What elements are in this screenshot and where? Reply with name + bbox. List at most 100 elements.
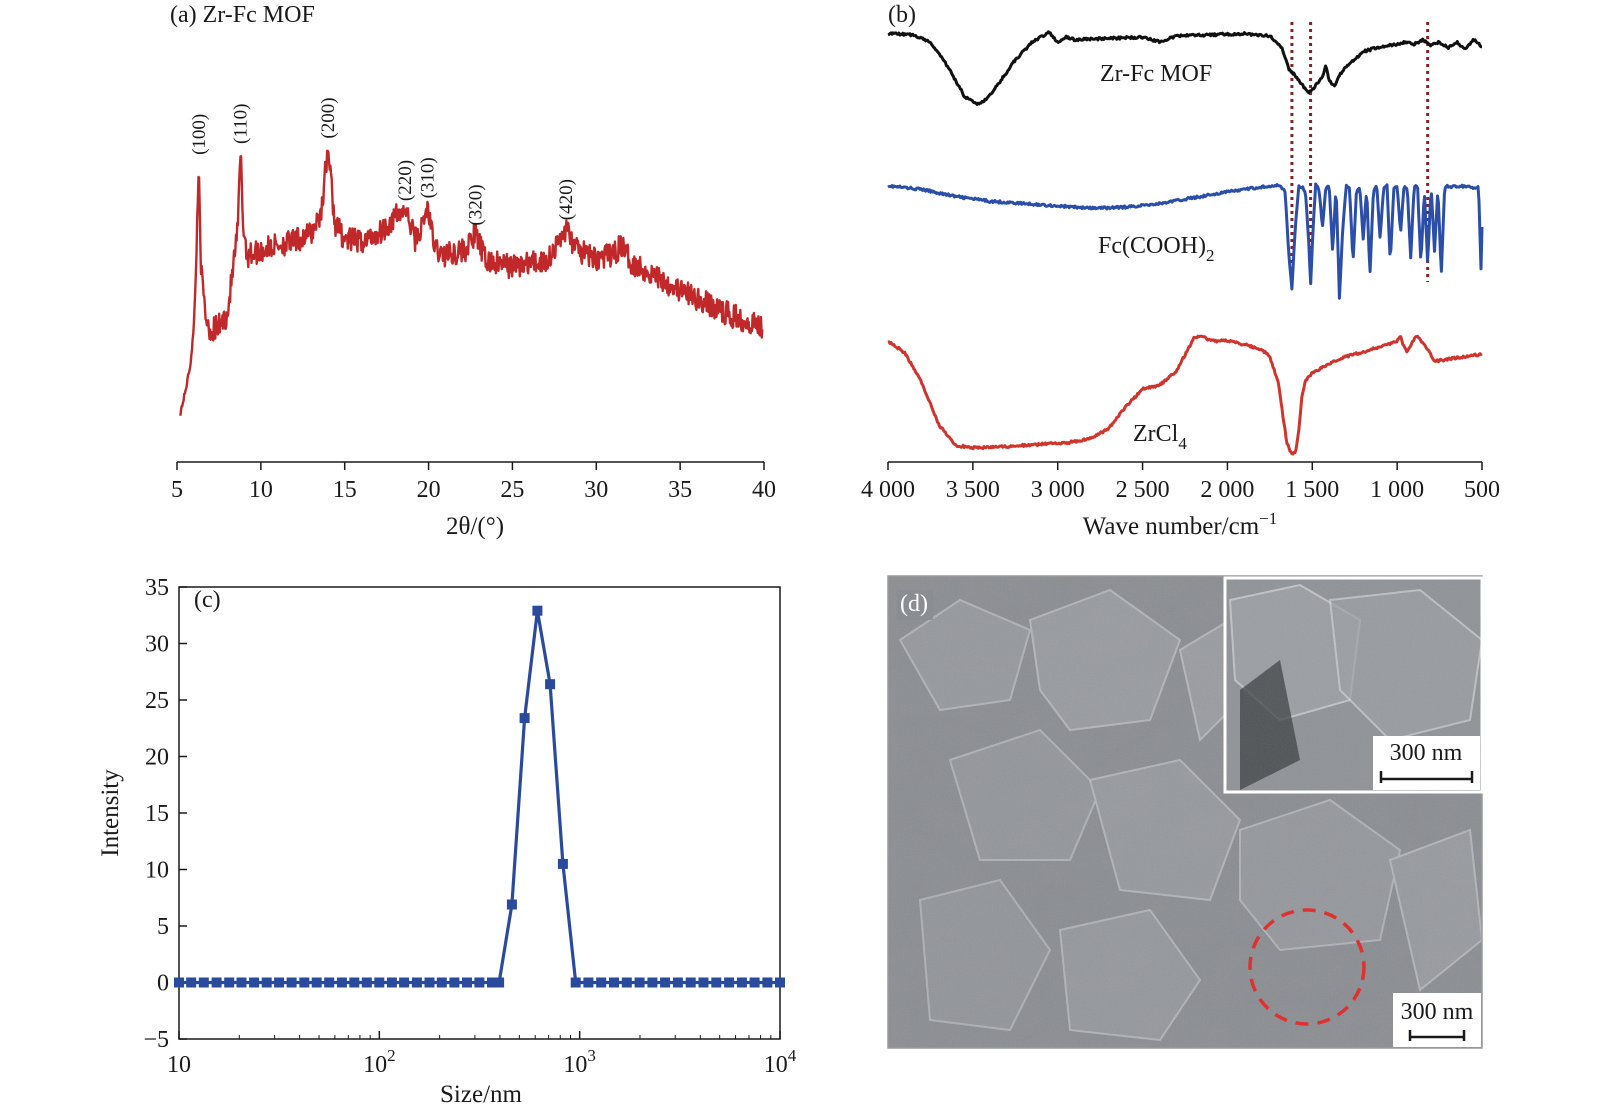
xrd-x-tick-label: 35	[668, 477, 692, 503]
xrd-x-tick-label: 25	[500, 477, 524, 503]
dls-point	[762, 977, 773, 988]
dls-point	[596, 977, 607, 988]
sem-image: 300 nm 300 nm (d)	[887, 575, 1484, 1049]
ir-x-axis-label: Wave number/cm−1	[1083, 509, 1278, 540]
dls-point	[570, 977, 581, 988]
dls-point	[411, 977, 422, 988]
xrd-peak-labels: (100) (110) (200) (220) (310) (320) (420)	[189, 97, 577, 225]
dls-x-tick-label: 103	[563, 1046, 596, 1078]
dls-y-axis-label: Intensity	[97, 769, 124, 857]
dls-axes: −5 0 5 10 15 20 25 30 35 10 102 103 104	[143, 575, 796, 1078]
sem-highlight-circle	[1248, 908, 1366, 1026]
dls-point	[698, 977, 709, 988]
xrd-panel-label: (a) Zr-Fc MOF	[170, 2, 315, 28]
dls-point	[361, 977, 372, 988]
sem-inset-frame	[1223, 576, 1484, 794]
ir-x-tick-label: 1 500	[1285, 477, 1339, 503]
dls-x-tick-label: 102	[363, 1046, 396, 1078]
dls-point	[736, 977, 747, 988]
dls-point	[174, 977, 184, 988]
dls-y-tick-label: 25	[145, 688, 169, 714]
dls-point	[672, 977, 683, 988]
dls-y-tick-label: 35	[145, 575, 169, 601]
xrd-peak-label: (320)	[466, 184, 487, 225]
dls-point	[462, 977, 472, 988]
dls-point	[349, 977, 360, 988]
ir-trace-label-zrcl4: ZrCl4	[1133, 421, 1187, 453]
dls-panel-label: (c)	[194, 587, 221, 613]
ir-marker-lines	[1290, 22, 1430, 282]
ir-series-line	[887, 182, 1484, 300]
xrd-peak-label: (310)	[418, 157, 439, 198]
dls-point	[532, 605, 543, 616]
dls-point	[249, 977, 260, 988]
dls-point	[224, 977, 235, 988]
dls-y-tick-label: 5	[157, 914, 169, 940]
ir-x-tick-label: 2 500	[1116, 477, 1170, 503]
xrd-x-tick-label: 5	[171, 477, 183, 503]
sem-scale-label: 300 nm	[1401, 999, 1474, 1025]
xrd-x-axis-label: 2θ/(°)	[446, 513, 504, 540]
dls-point	[724, 977, 735, 988]
xrd-peak-label: (100)	[189, 114, 210, 155]
xrd-peak-label: (110)	[231, 104, 252, 144]
dls-point	[583, 977, 594, 988]
dls-point	[286, 977, 297, 988]
dls-points	[174, 605, 785, 988]
dls-point	[474, 977, 485, 988]
ir-trace-label-zrfc: Zr-Fc MOF	[1100, 61, 1212, 87]
sem-inset-scale-label: 300 nm	[1390, 740, 1463, 766]
xrd-peak-label: (420)	[556, 179, 577, 220]
dls-point	[274, 977, 285, 988]
dls-point	[299, 977, 310, 988]
dls-point	[186, 977, 197, 988]
ir-x-tick-label: 500	[1464, 477, 1500, 503]
dls-point	[494, 977, 505, 988]
ir-x-tick-label: 1 000	[1370, 477, 1424, 503]
xrd-x-tick-label: 30	[584, 477, 608, 503]
dls-point	[545, 679, 556, 690]
xrd-x-axis: 5 10 15 20 25 30 35 40	[171, 461, 776, 503]
ir-x-tick-label: 3 000	[1031, 477, 1085, 503]
xrd-x-tick-label: 15	[333, 477, 357, 503]
ir-panel-label: (b)	[888, 2, 916, 28]
dls-point	[211, 977, 222, 988]
ir-x-tick-label: 3 500	[946, 477, 1000, 503]
dls-plot-frame	[178, 586, 781, 1040]
ir-series-line	[887, 334, 1483, 456]
dls-y-tick-label: 30	[145, 632, 169, 658]
dls-point	[621, 977, 632, 988]
dls-point	[647, 977, 658, 988]
ir-x-tick-label: 4 000	[861, 477, 915, 503]
dls-point	[609, 977, 619, 988]
dls-point	[711, 977, 722, 988]
dls-y-tick-label: 10	[145, 858, 169, 884]
xrd-series-line	[179, 149, 764, 416]
dls-point	[198, 977, 209, 988]
dls-y-tick-label: 15	[145, 801, 169, 827]
dls-y-tick-label: −5	[143, 1027, 169, 1053]
xrd-peak-label: (200)	[318, 97, 339, 138]
dls-x-axis-label: Size/nm	[440, 1081, 522, 1108]
dls-point	[386, 977, 397, 988]
xrd-chart: (a) Zr-Fc MOF 5 10 15 20 25 30 35 40 (100) (110)…	[170, 2, 776, 540]
ir-series-line	[887, 30, 1483, 106]
ir-chart: (b) 4 000 3 500 3 000 2 500 2 000 1 500 1 000 5…	[861, 2, 1500, 540]
dls-x-tick-label: 10	[167, 1052, 191, 1078]
dls-point	[660, 977, 671, 988]
dls-y-tick-label: 20	[145, 745, 169, 771]
ir-series-lines	[887, 30, 1484, 456]
dls-point	[436, 977, 447, 988]
sem-inset-scale-bar	[1379, 771, 1474, 783]
dls-x-tick-label: 104	[764, 1046, 797, 1078]
dls-point	[336, 977, 347, 988]
xrd-x-tick-label: 20	[417, 477, 441, 503]
sem-panel-label-bg	[897, 590, 933, 620]
dls-point	[311, 977, 322, 988]
dls-point	[236, 977, 247, 988]
dls-point	[449, 977, 460, 988]
ir-x-tick-label: 2 000	[1200, 477, 1254, 503]
dls-point	[506, 899, 517, 910]
